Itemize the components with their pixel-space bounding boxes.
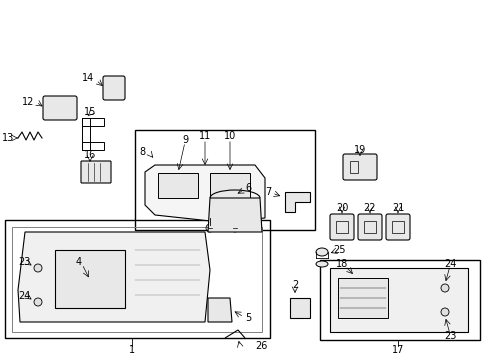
Polygon shape (145, 165, 264, 222)
FancyBboxPatch shape (81, 161, 111, 183)
Text: 14: 14 (81, 73, 94, 83)
Bar (209, 173, 249, 208)
Bar (337, 278, 387, 318)
Polygon shape (18, 232, 209, 322)
Text: 13: 13 (2, 133, 14, 143)
Text: 17: 17 (391, 345, 404, 355)
Bar (319, 260, 479, 340)
Polygon shape (207, 298, 231, 322)
Bar (12, 227, 262, 332)
Bar (82, 118, 90, 150)
FancyBboxPatch shape (43, 96, 77, 120)
FancyBboxPatch shape (329, 214, 353, 240)
Text: 9: 9 (182, 135, 188, 145)
Text: 23: 23 (443, 331, 455, 341)
Polygon shape (289, 298, 309, 318)
Text: 15: 15 (83, 107, 96, 117)
Bar (391, 221, 403, 233)
Text: 19: 19 (353, 145, 366, 155)
Text: 23: 23 (18, 257, 30, 267)
Bar (82, 118, 104, 126)
Text: 24: 24 (18, 291, 30, 301)
Text: 1: 1 (129, 345, 135, 355)
Bar (82, 142, 104, 150)
Text: 16: 16 (84, 150, 96, 160)
Text: 7: 7 (264, 187, 270, 197)
Bar (158, 173, 198, 198)
Text: 20: 20 (335, 203, 347, 213)
Text: 10: 10 (224, 131, 236, 141)
Circle shape (440, 284, 448, 292)
Polygon shape (329, 268, 467, 332)
Text: 25: 25 (333, 245, 346, 255)
Text: 4: 4 (76, 257, 82, 267)
Text: 11: 11 (199, 131, 211, 141)
Text: 26: 26 (254, 341, 267, 351)
Polygon shape (285, 192, 309, 212)
Text: 5: 5 (244, 313, 251, 323)
FancyBboxPatch shape (357, 214, 381, 240)
Text: 6: 6 (244, 183, 250, 193)
Text: 22: 22 (363, 203, 375, 213)
Bar (55, 250, 125, 308)
Bar (349, 161, 357, 173)
Circle shape (34, 264, 42, 272)
Text: 24: 24 (443, 259, 455, 269)
Bar (363, 221, 375, 233)
FancyBboxPatch shape (385, 214, 409, 240)
Text: 18: 18 (335, 259, 347, 269)
FancyBboxPatch shape (103, 76, 125, 100)
Bar (335, 221, 347, 233)
Text: 21: 21 (391, 203, 404, 213)
Polygon shape (207, 198, 262, 232)
Bar (135, 130, 314, 230)
Ellipse shape (315, 248, 327, 256)
FancyBboxPatch shape (342, 154, 376, 180)
Text: 2: 2 (291, 280, 298, 290)
Circle shape (34, 298, 42, 306)
Circle shape (440, 308, 448, 316)
Text: 12: 12 (22, 97, 34, 107)
Ellipse shape (315, 261, 327, 267)
Bar (5, 220, 269, 338)
Text: 8: 8 (139, 147, 145, 157)
